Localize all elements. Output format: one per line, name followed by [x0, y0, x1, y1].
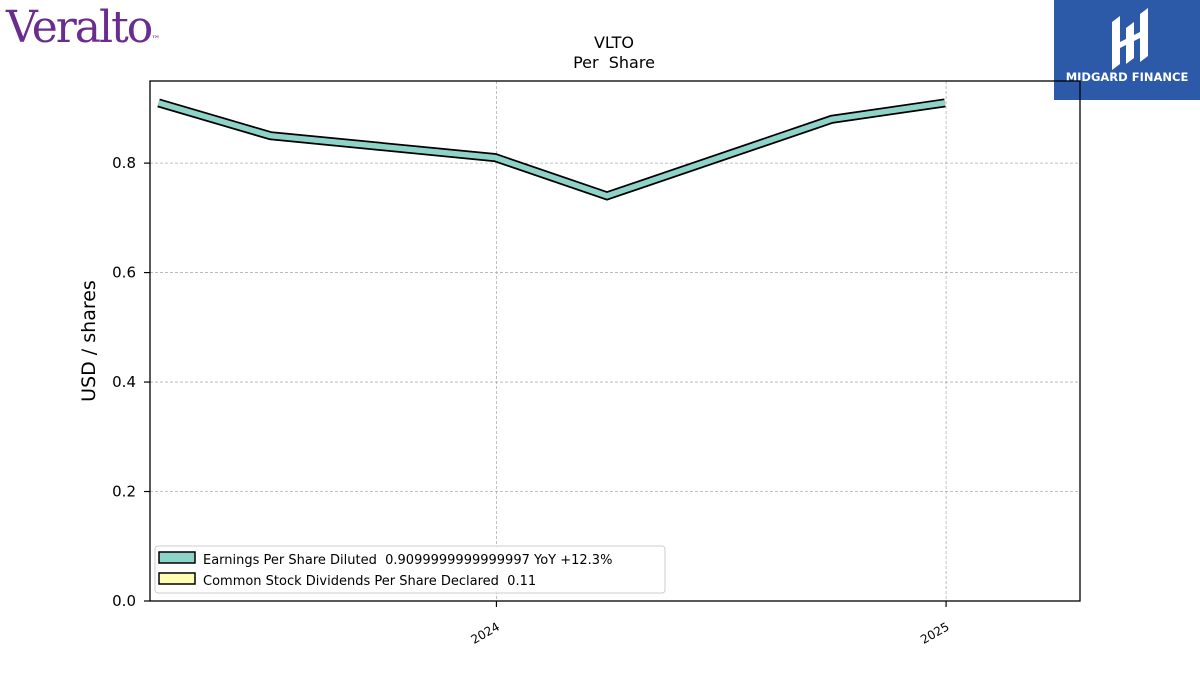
chart-title: VLTO	[594, 33, 634, 52]
y-tick-label: 0.0	[112, 592, 136, 610]
data-point	[944, 102, 946, 104]
data-point	[606, 195, 608, 197]
x-tick-label: 2025	[918, 619, 951, 646]
y-tick-label: 0.6	[112, 264, 136, 282]
series-line	[157, 100, 946, 199]
y-tick-label: 0.8	[112, 154, 136, 172]
legend-label-dividends: Common Stock Dividends Per Share Declare…	[203, 574, 536, 589]
data-point	[494, 157, 496, 159]
data-point	[831, 118, 833, 120]
midgard-finance-logo: MIDGARD FINANCE	[1054, 0, 1200, 100]
legend-box	[154, 545, 666, 594]
y-tick-label: 0.4	[112, 373, 136, 391]
grid-lines	[150, 81, 1080, 601]
y-axis-label: USD / shares	[78, 280, 100, 402]
midgard-monogram-icon	[1054, 0, 1200, 100]
publisher-name: MIDGARD FINANCE	[1065, 70, 1189, 84]
veralto-logo-text: Veralto	[6, 2, 153, 53]
chart-subtitle: Per Share	[573, 53, 655, 72]
data-point	[269, 135, 271, 137]
legend: Earnings Per Share Diluted 0.90999999999…	[154, 545, 666, 594]
plot-frame	[149, 80, 1081, 602]
x-tick-label: 2024	[468, 619, 501, 646]
legend-swatch-dividends	[158, 572, 196, 585]
y-tick-label: 0.2	[112, 483, 136, 501]
series-line-outline	[157, 98, 946, 201]
legend-swatch-eps	[158, 551, 196, 564]
veralto-logo: Veralto™	[6, 2, 160, 53]
series-layer	[157, 98, 946, 201]
veralto-logo-trademark: ™	[151, 35, 161, 45]
legend-label-eps: Earnings Per Share Diluted 0.90999999999…	[203, 553, 612, 568]
data-point	[158, 102, 160, 104]
